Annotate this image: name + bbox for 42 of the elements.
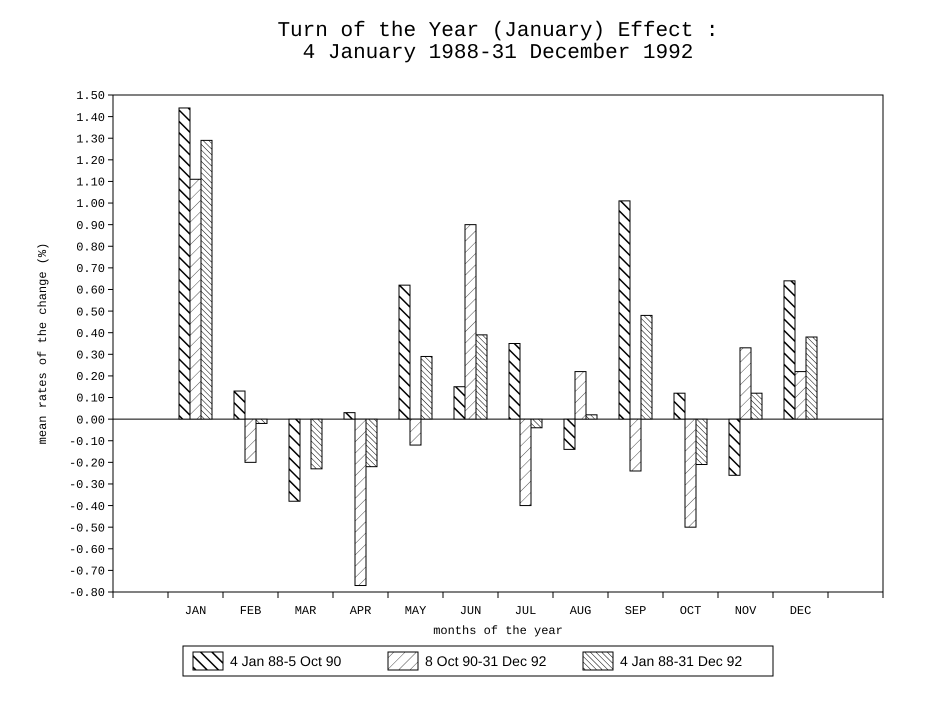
x-tick-label: DEC xyxy=(790,604,812,618)
y-tick-label: -0.10 xyxy=(68,434,105,449)
x-tick-label: MAR xyxy=(294,604,316,618)
y-tick-label: 0.80 xyxy=(76,240,105,254)
x-tick-label: JUL xyxy=(514,604,536,618)
y-tick-label: 1.40 xyxy=(76,110,105,125)
y-tick-label: -0.40 xyxy=(68,500,105,514)
y-tick-label: 0.70 xyxy=(76,262,105,276)
y-tick-label: 0.00 xyxy=(76,413,105,428)
y-tick-label: -0.60 xyxy=(68,542,105,557)
x-tick-label: JAN xyxy=(184,604,206,618)
y-tick-label: 0.20 xyxy=(76,370,105,384)
y-tick-label: -0.20 xyxy=(68,456,105,471)
x-tick-label: FEB xyxy=(240,604,262,618)
legend-label: 4 Jan 88-5 Oct 90 xyxy=(230,653,342,669)
x-tick-label: MAY xyxy=(404,604,426,618)
x-tick-label: AUG xyxy=(570,604,592,618)
y-tick-label: 0.40 xyxy=(76,326,105,341)
x-tick-label: OCT xyxy=(680,604,702,618)
y-tick-label: 1.00 xyxy=(76,197,105,212)
y-tick-label: 1.20 xyxy=(76,154,105,168)
y-tick-label: 0.90 xyxy=(76,218,105,233)
y-tick-label: 0.30 xyxy=(76,348,105,363)
y-tick-label: -0.70 xyxy=(68,564,105,579)
legend-label: 4 Jan 88-31 Dec 92 xyxy=(620,653,742,669)
y-tick-label: 1.50 xyxy=(76,89,105,104)
y-tick-label: 1.10 xyxy=(76,176,105,190)
x-tick-label: SEP xyxy=(624,604,646,618)
y-tick-label: -0.30 xyxy=(68,478,105,492)
legend-label: 8 Oct 90-31 Dec 92 xyxy=(425,653,547,669)
y-tick-label: 0.60 xyxy=(76,284,105,298)
chart-title: Turn of the Year (January) Effect : 4 January 1988-31 December 1992 xyxy=(277,20,719,65)
y-tick-label: -0.50 xyxy=(68,521,105,536)
x-tick-label: JUN xyxy=(460,604,482,618)
x-tick-label: APR xyxy=(350,604,372,618)
y-axis-title: mean rates of the change (%) xyxy=(36,242,50,444)
y-tick-label: -0.80 xyxy=(68,586,105,600)
y-tick-label: 0.50 xyxy=(76,305,105,320)
x-tick-label: NOV xyxy=(734,604,758,618)
y-tick-label: 1.30 xyxy=(76,132,105,146)
y-tick-label: 0.10 xyxy=(76,392,105,406)
x-axis-title: months of the year xyxy=(433,624,563,638)
